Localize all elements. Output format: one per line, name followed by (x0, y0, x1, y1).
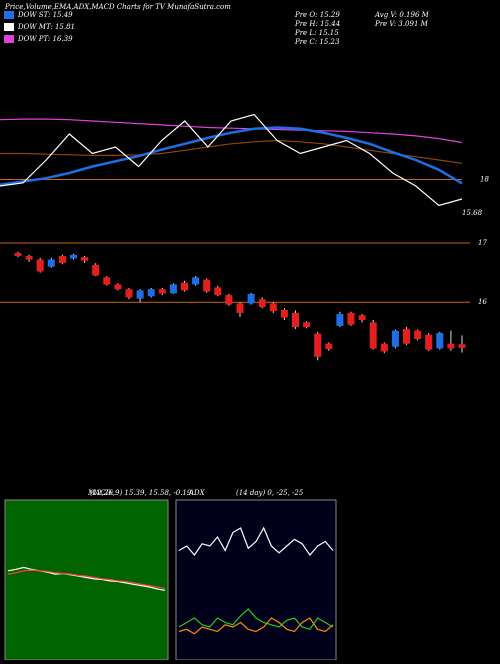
y-tick-label: 17 (478, 239, 487, 247)
candle-body (92, 264, 100, 276)
candle-body (425, 334, 433, 350)
panel-subtitle: (12,26,9) 15.39, 15.58, -0.19 (90, 489, 192, 497)
candle-body (280, 309, 288, 318)
candle-body (70, 254, 77, 259)
info-text: Pre H: 15.44 (294, 20, 340, 28)
candle-body (325, 343, 333, 350)
candle-body (414, 330, 422, 339)
info-text: Avg V: 0.196 M (374, 11, 430, 19)
info-text: Pre V: 3.091 M (374, 20, 429, 28)
candle-body (436, 333, 444, 349)
legend-label: DOW MT: 15.81 (17, 23, 75, 31)
info-text: Pre C: 15.23 (294, 38, 340, 46)
series-line (7, 569, 166, 589)
candle-body (236, 303, 244, 313)
page-title: Price,Volume,EMA,ADX,MACD Charts for TV … (4, 3, 231, 11)
candle-body (358, 315, 366, 320)
legend-swatch (4, 23, 14, 31)
info-text: Pre O: 15.29 (294, 11, 340, 19)
adx-panel (175, 499, 337, 661)
candle-body (403, 328, 410, 344)
series-line (0, 118, 463, 144)
candle-body (181, 282, 188, 291)
candle-body (214, 287, 222, 296)
macd-panel (4, 499, 169, 661)
candle-body (391, 330, 399, 347)
candle-body (103, 277, 111, 285)
candle-body (136, 290, 144, 299)
candle-body (269, 303, 277, 312)
candle-body (81, 257, 89, 261)
candle-body (147, 289, 155, 297)
candle-body (247, 293, 255, 304)
series-line (178, 617, 334, 635)
annotation: 15.68 (462, 209, 483, 217)
candle-body (225, 295, 233, 305)
candle-body (458, 344, 466, 348)
series-line (0, 139, 463, 164)
panel-title: MACD: (87, 489, 114, 497)
candle-body (36, 259, 44, 272)
candle-body (380, 343, 388, 352)
panel-title: ADX (188, 489, 206, 497)
legend-swatch (4, 35, 14, 43)
candle-body (203, 279, 211, 292)
candle-body (169, 284, 177, 294)
candle-body (303, 322, 311, 328)
y-tick-label: 16 (478, 298, 487, 306)
candle-body (258, 299, 266, 307)
candle-body (369, 322, 377, 349)
legend-swatch (4, 11, 14, 19)
panel-subtitle: (14 day) 0, -25, -25 (236, 489, 304, 497)
candle-body (336, 314, 344, 326)
series-line (178, 526, 334, 556)
candle-body (314, 333, 322, 357)
candle-body (114, 284, 122, 290)
candle-body (192, 277, 200, 285)
series-line (0, 126, 463, 186)
candle-body (447, 343, 455, 349)
candle-body (292, 312, 299, 328)
series-line (178, 608, 334, 631)
candle-body (158, 289, 166, 294)
candle-body (58, 256, 66, 264)
candle-body (14, 253, 22, 256)
candle-body (347, 312, 355, 325)
legend-label: DOW ST: 15.49 (17, 11, 73, 19)
candle-body (125, 289, 133, 298)
series-line (0, 113, 463, 207)
candle-body (25, 256, 33, 260)
y-tick-label: 18 (480, 176, 489, 184)
legend-label: DOW PT: 16.39 (17, 35, 73, 43)
info-text: Pre L: 15.15 (294, 29, 339, 37)
candle-body (47, 259, 55, 267)
